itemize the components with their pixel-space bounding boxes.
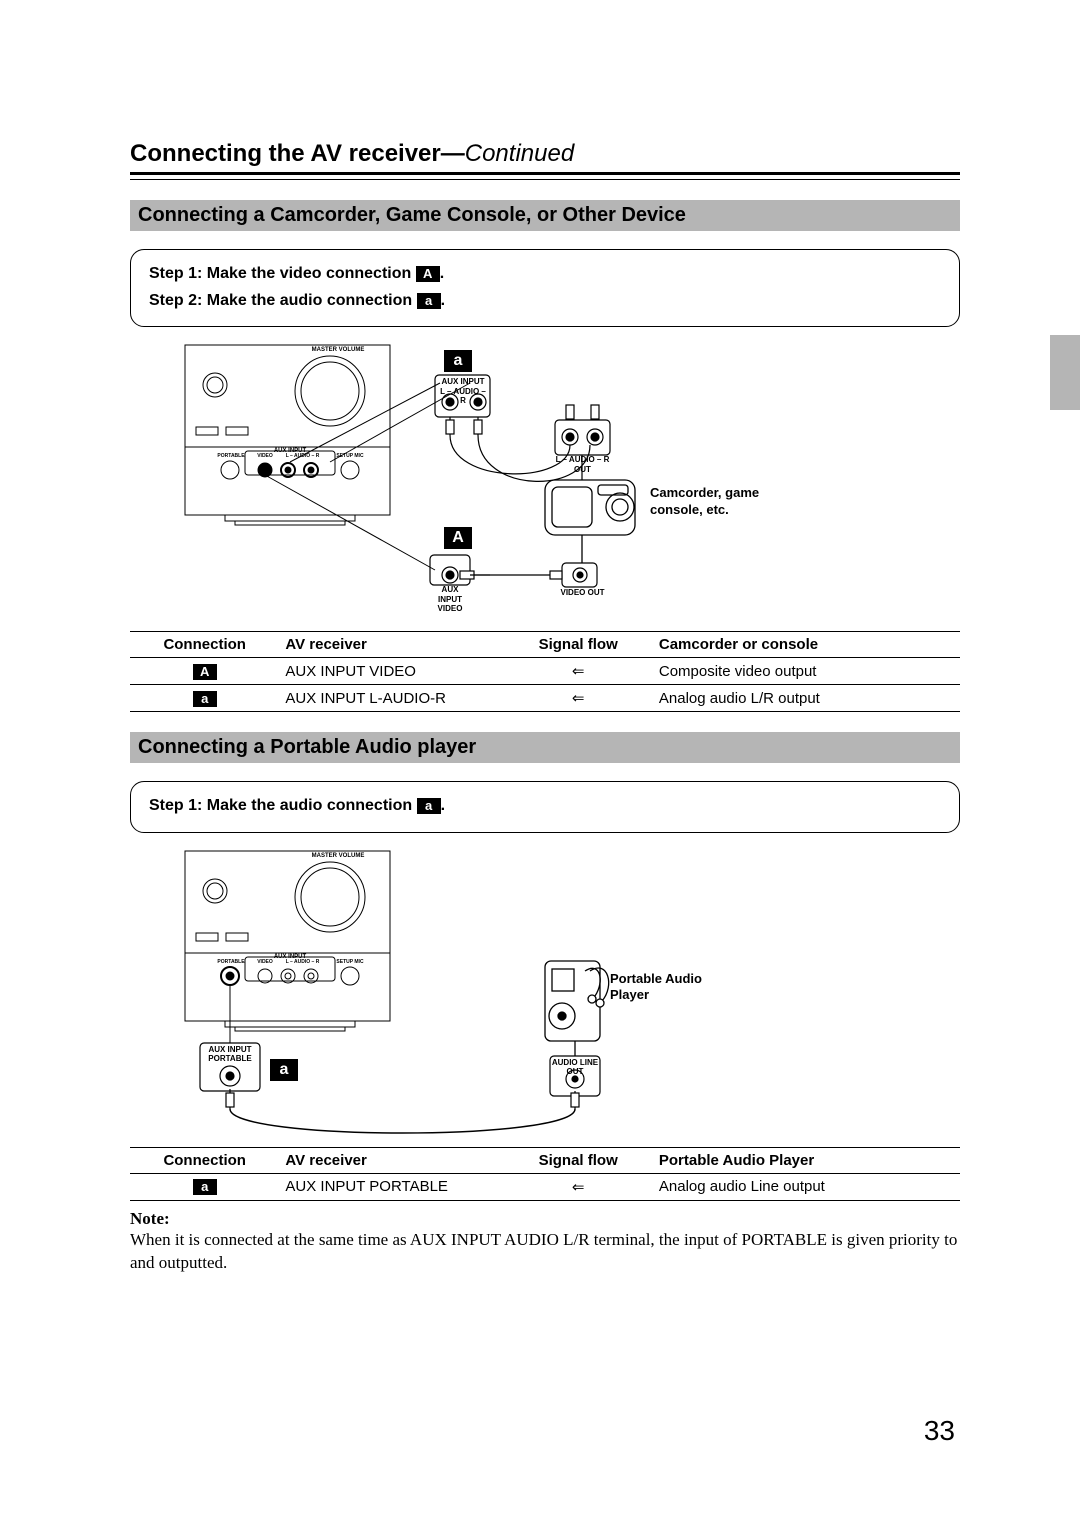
diagram1-badge-A: A <box>444 527 472 549</box>
section1-step2: Step 2: Make the audio connection a. <box>149 287 941 314</box>
th-receiver: AV receiver <box>279 1147 503 1173</box>
note-body: When it is connected at the same time as… <box>130 1229 960 1275</box>
panel1-portable: PORTABLE <box>216 454 246 460</box>
badge-a: a <box>417 293 441 309</box>
section2-step1-post: . <box>441 797 445 814</box>
diagram1-aux-input-label: AUX INPUT L – AUDIO – R <box>440 377 486 405</box>
title-rule <box>130 172 960 180</box>
diagram2-aux-portable: AUX INPUT PORTABLE <box>200 1045 260 1063</box>
section2-diagram: a AUX INPUT PORTABLE AUDIO LINE OUT Port… <box>130 841 960 1141</box>
section1-diagram: a A AUX INPUT L – AUDIO – R L – AUDIO – … <box>130 335 960 625</box>
section1-step-box: Step 1: Make the video connection A. Ste… <box>130 249 960 327</box>
row-device: Analog audio L/R output <box>653 685 960 712</box>
th-receiver: AV receiver <box>279 632 503 658</box>
page-title: Connecting the AV receiver—Continued <box>130 140 960 168</box>
panel2-setup-mic: SETUP MIC <box>335 960 365 966</box>
row-receiver: AUX INPUT L-AUDIO-R <box>279 685 503 712</box>
panel2-video: VIDEO <box>255 960 275 966</box>
th-connection: Connection <box>130 632 279 658</box>
page-title-main: Connecting the AV receiver <box>130 140 441 167</box>
panel1-laudio: L – AUDIO – R <box>280 454 325 460</box>
th-flow: Signal flow <box>503 1147 652 1173</box>
panel2-portable: PORTABLE <box>216 960 246 966</box>
panel2-laudio: L – AUDIO – R <box>280 960 325 966</box>
diagram2-badge-a: a <box>270 1059 298 1081</box>
section1-step2-pre: Step 2: Make the audio connection <box>149 292 417 309</box>
th-device: Portable Audio Player <box>653 1147 960 1173</box>
diagram1-video-out: VIDEO OUT <box>560 588 605 597</box>
diagram1-camcorder-caption: Camcorder, game console, etc. <box>650 485 780 519</box>
row-badge: a <box>193 1179 217 1195</box>
row-flow: ⇐ <box>503 658 652 685</box>
section2-heading: Connecting a Portable Audio player <box>130 732 960 763</box>
table-header-row: Connection AV receiver Signal flow Camco… <box>130 632 960 658</box>
panel1-video: VIDEO <box>255 454 275 460</box>
row-device: Analog audio Line output <box>653 1173 960 1200</box>
table-header-row: Connection AV receiver Signal flow Porta… <box>130 1147 960 1173</box>
section1-step2-post: . <box>441 292 445 309</box>
section2-step-box: Step 1: Make the audio connection a. <box>130 781 960 832</box>
table-row: a AUX INPUT PORTABLE ⇐ Analog audio Line… <box>130 1173 960 1200</box>
panel2-master-volume: MASTER VOLUME <box>308 853 368 860</box>
diagram1-laudio-out: L – AUDIO – R OUT <box>555 455 610 473</box>
note-label: Note: <box>130 1209 960 1229</box>
row-receiver: AUX INPUT PORTABLE <box>279 1173 503 1200</box>
section1-table: Connection AV receiver Signal flow Camco… <box>130 631 960 712</box>
th-connection: Connection <box>130 1147 279 1173</box>
table-row: a AUX INPUT L-AUDIO-R ⇐ Analog audio L/R… <box>130 685 960 712</box>
page-title-continued: Continued <box>465 140 574 167</box>
section2-step1-pre: Step 1: Make the audio connection <box>149 797 417 814</box>
diagram1-aux-input-video: AUX INPUT VIDEO <box>430 585 470 613</box>
page-number: 33 <box>924 1415 955 1447</box>
panel1-master-volume: MASTER VOLUME <box>308 347 368 354</box>
row-badge: a <box>193 691 217 707</box>
row-receiver: AUX INPUT VIDEO <box>279 658 503 685</box>
row-flow: ⇐ <box>503 685 652 712</box>
section2-diagram-svg <box>130 841 960 1141</box>
badge-A: A <box>416 266 440 282</box>
section1-step1-post: . <box>440 265 444 282</box>
row-badge: A <box>193 664 217 680</box>
section1-diagram-svg <box>130 335 960 625</box>
thumb-tab <box>1050 335 1080 410</box>
section2-table: Connection AV receiver Signal flow Porta… <box>130 1147 960 1201</box>
panel1-setup-mic: SETUP MIC <box>335 454 365 460</box>
section1-step1-pre: Step 1: Make the video connection <box>149 265 416 282</box>
page-title-sep: — <box>441 140 465 167</box>
table-row: A AUX INPUT VIDEO ⇐ Composite video outp… <box>130 658 960 685</box>
section1-heading: Connecting a Camcorder, Game Console, or… <box>130 200 960 231</box>
diagram1-badge-a: a <box>444 350 472 372</box>
row-flow: ⇐ <box>503 1173 652 1200</box>
diagram2-player-caption: Portable Audio Player <box>610 971 720 1005</box>
row-device: Composite video output <box>653 658 960 685</box>
section1-step1: Step 1: Make the video connection A. <box>149 260 941 287</box>
section2-step1: Step 1: Make the audio connection a. <box>149 792 941 819</box>
th-flow: Signal flow <box>503 632 652 658</box>
th-device: Camcorder or console <box>653 632 960 658</box>
diagram2-audio-line-out: AUDIO LINE OUT <box>545 1058 605 1076</box>
badge-a: a <box>417 798 441 814</box>
